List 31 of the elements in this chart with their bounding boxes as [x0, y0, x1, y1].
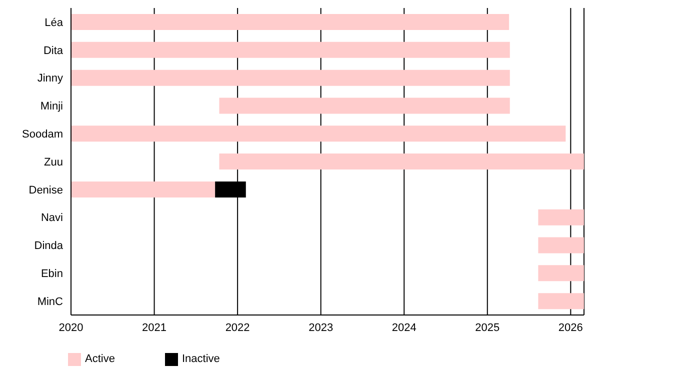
bar: [538, 293, 584, 310]
y-tick-label: Soodam: [22, 128, 63, 140]
bar: [538, 237, 584, 254]
bar: [538, 265, 584, 282]
y-tick-label: MinC: [37, 296, 64, 308]
bar: [219, 98, 510, 114]
legend-label: Active: [85, 353, 115, 366]
y-tick-label: Léa: [44, 16, 64, 29]
y-tick-label: Navi: [40, 212, 63, 224]
x-tick-label: 2023: [308, 322, 334, 334]
y-tick-label: Ebin: [40, 268, 63, 280]
x-tick-label: 2024: [392, 322, 416, 334]
y-tick-label: Denise: [28, 184, 63, 196]
bar: [71, 42, 510, 58]
x-tick-label: 2022: [225, 322, 250, 334]
y-tick-label: Zuu: [44, 156, 63, 168]
x-tick-label: 2025: [475, 322, 500, 334]
bar: [71, 70, 510, 86]
bar: [538, 209, 584, 226]
y-tick-label: Dinda: [34, 240, 64, 252]
bar: [71, 126, 566, 142]
bar: [71, 14, 510, 30]
bar: [71, 181, 216, 198]
x-tick-label: 2021: [142, 322, 167, 334]
y-tick-label: Jinny: [37, 72, 64, 85]
legend-label: Inactive: [182, 353, 220, 366]
y-tick-label: Minji: [40, 100, 63, 113]
y-tick-label: Dita: [43, 44, 64, 57]
bar: [219, 154, 584, 170]
x-tick-label: 2020: [58, 322, 84, 334]
x-tick-label: 2026: [558, 322, 583, 334]
